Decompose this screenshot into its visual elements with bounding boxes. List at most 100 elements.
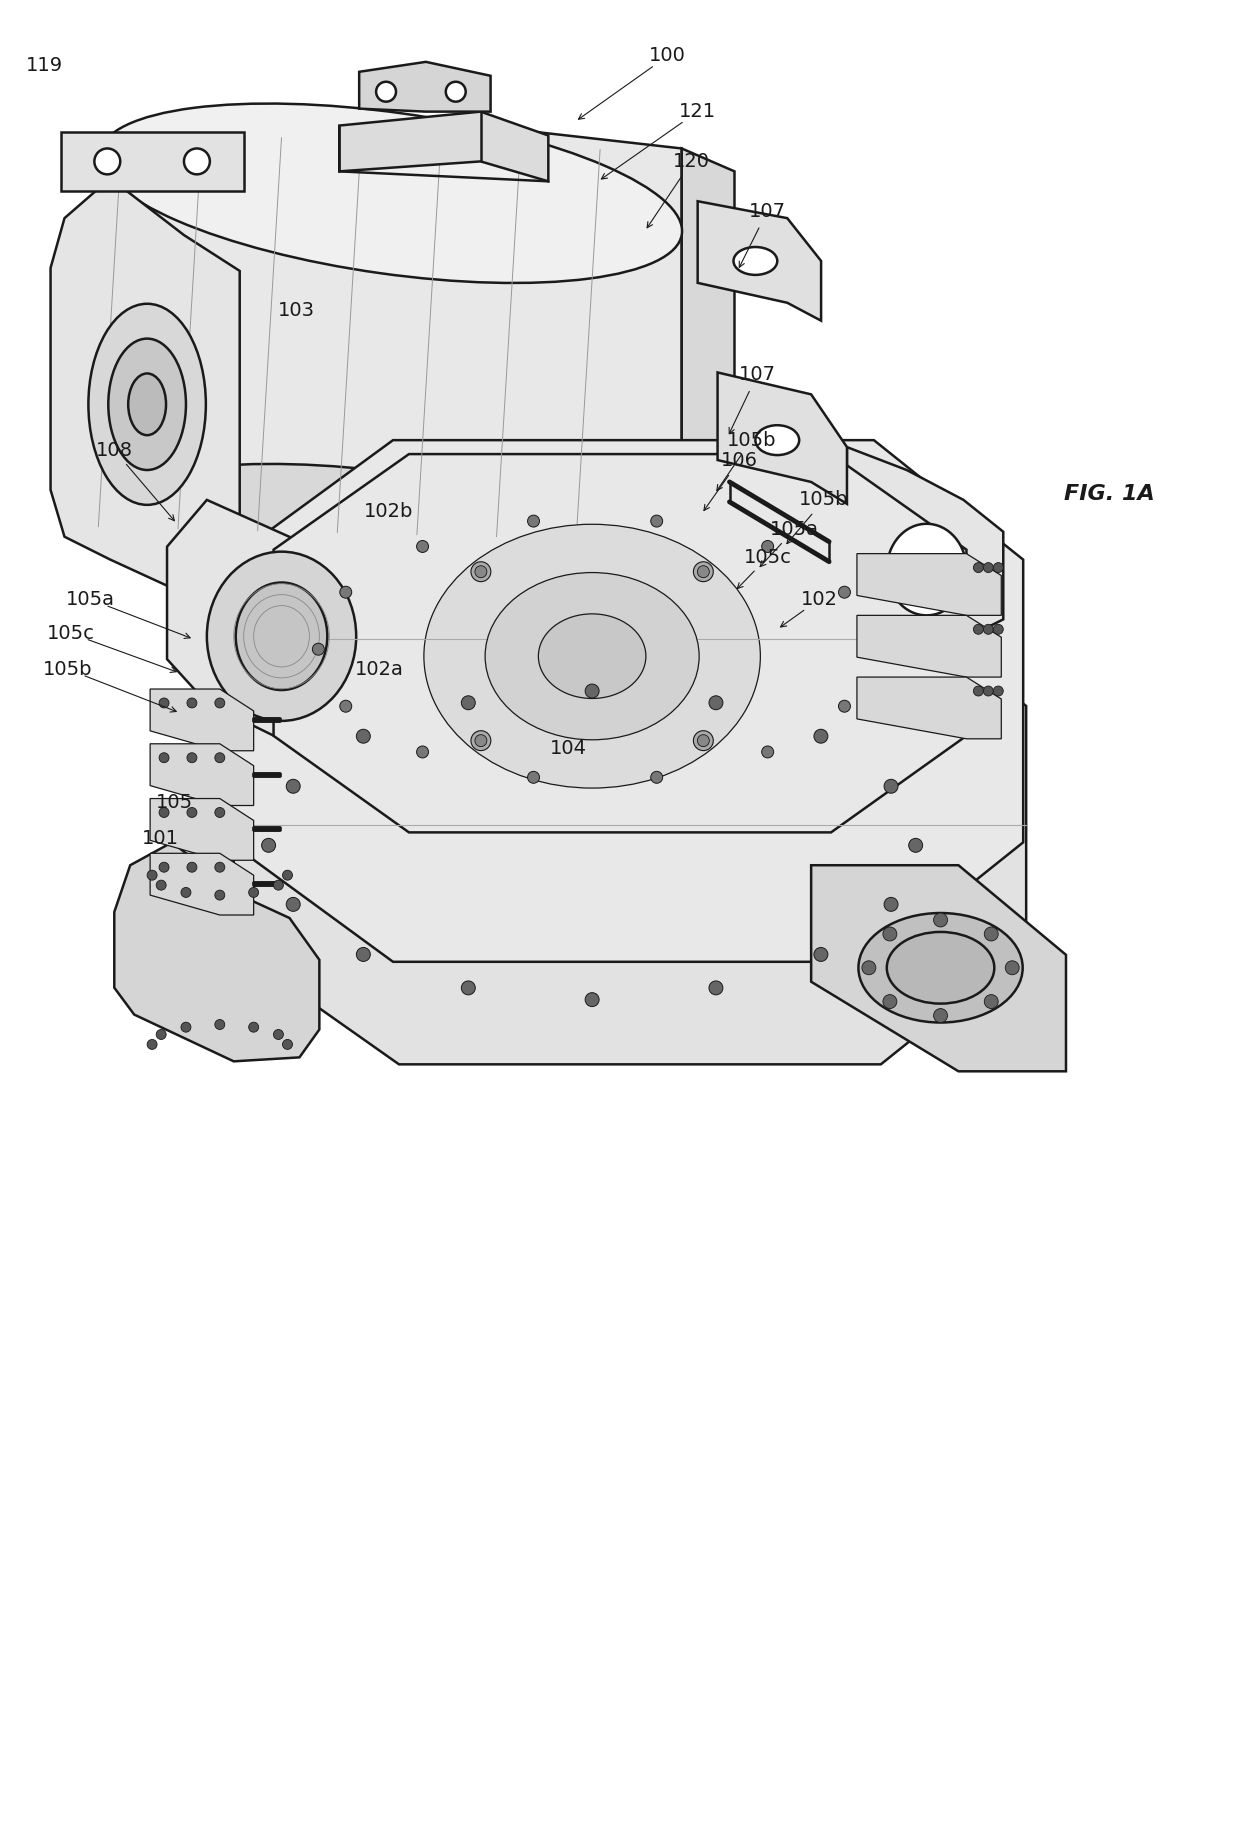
Circle shape bbox=[973, 686, 983, 695]
Circle shape bbox=[909, 839, 923, 851]
Circle shape bbox=[215, 1020, 224, 1029]
Polygon shape bbox=[857, 615, 1001, 677]
Circle shape bbox=[156, 881, 166, 890]
Ellipse shape bbox=[734, 248, 777, 275]
Circle shape bbox=[340, 701, 352, 712]
Circle shape bbox=[471, 562, 491, 582]
Text: 105b: 105b bbox=[727, 431, 776, 450]
Circle shape bbox=[527, 771, 539, 784]
Circle shape bbox=[215, 752, 224, 763]
Ellipse shape bbox=[88, 305, 206, 505]
Text: 105c: 105c bbox=[744, 549, 791, 567]
Polygon shape bbox=[110, 116, 682, 563]
Text: 105: 105 bbox=[155, 793, 192, 813]
Polygon shape bbox=[340, 112, 548, 182]
Circle shape bbox=[159, 752, 169, 763]
Text: 102a: 102a bbox=[355, 659, 403, 679]
Polygon shape bbox=[274, 453, 966, 833]
Circle shape bbox=[983, 563, 993, 573]
Circle shape bbox=[215, 862, 224, 872]
Circle shape bbox=[376, 83, 396, 101]
Circle shape bbox=[973, 624, 983, 635]
Circle shape bbox=[446, 83, 466, 101]
Circle shape bbox=[983, 686, 993, 695]
Circle shape bbox=[283, 870, 293, 881]
Polygon shape bbox=[857, 677, 1001, 740]
Text: 102b: 102b bbox=[365, 503, 414, 521]
Circle shape bbox=[838, 585, 851, 598]
Circle shape bbox=[813, 947, 828, 962]
Circle shape bbox=[215, 697, 224, 708]
Ellipse shape bbox=[207, 552, 356, 721]
Circle shape bbox=[340, 585, 352, 598]
Circle shape bbox=[985, 995, 998, 1009]
Circle shape bbox=[184, 149, 210, 174]
Circle shape bbox=[934, 1009, 947, 1022]
Circle shape bbox=[286, 780, 300, 793]
Polygon shape bbox=[150, 743, 254, 806]
Circle shape bbox=[697, 565, 709, 578]
Polygon shape bbox=[229, 440, 1023, 962]
Ellipse shape bbox=[100, 103, 682, 283]
Text: 121: 121 bbox=[680, 103, 717, 121]
Circle shape bbox=[884, 897, 898, 912]
Circle shape bbox=[475, 734, 487, 747]
Circle shape bbox=[461, 982, 475, 995]
Circle shape bbox=[709, 695, 723, 710]
Polygon shape bbox=[61, 132, 244, 191]
Circle shape bbox=[1006, 962, 1019, 974]
Circle shape bbox=[471, 730, 491, 751]
Circle shape bbox=[215, 807, 224, 817]
Text: 105b: 105b bbox=[800, 490, 849, 510]
Ellipse shape bbox=[485, 573, 699, 740]
Text: 105a: 105a bbox=[66, 589, 115, 609]
Circle shape bbox=[249, 1022, 259, 1031]
Circle shape bbox=[697, 734, 709, 747]
Ellipse shape bbox=[128, 374, 166, 435]
Circle shape bbox=[709, 982, 723, 995]
Text: 102: 102 bbox=[801, 589, 837, 609]
Circle shape bbox=[356, 947, 371, 962]
Text: 105b: 105b bbox=[42, 659, 92, 679]
Circle shape bbox=[417, 747, 429, 758]
Circle shape bbox=[813, 728, 828, 743]
Circle shape bbox=[286, 897, 300, 912]
Circle shape bbox=[866, 644, 878, 655]
Circle shape bbox=[693, 562, 713, 582]
Circle shape bbox=[283, 1039, 293, 1050]
Polygon shape bbox=[233, 593, 1027, 1064]
Ellipse shape bbox=[424, 525, 760, 787]
Circle shape bbox=[838, 701, 851, 712]
Circle shape bbox=[973, 563, 983, 573]
Polygon shape bbox=[360, 62, 491, 112]
Circle shape bbox=[159, 862, 169, 872]
Circle shape bbox=[274, 1029, 284, 1039]
Circle shape bbox=[181, 1022, 191, 1031]
Ellipse shape bbox=[887, 932, 994, 1004]
Ellipse shape bbox=[887, 523, 966, 615]
Circle shape bbox=[148, 870, 157, 881]
Polygon shape bbox=[150, 688, 254, 751]
Circle shape bbox=[985, 927, 998, 941]
Text: 120: 120 bbox=[673, 152, 711, 171]
Circle shape bbox=[934, 914, 947, 927]
Circle shape bbox=[475, 565, 487, 578]
Text: 105a: 105a bbox=[770, 521, 818, 539]
Circle shape bbox=[993, 624, 1003, 635]
Polygon shape bbox=[698, 202, 821, 321]
Text: 103: 103 bbox=[278, 301, 315, 321]
Circle shape bbox=[651, 771, 662, 784]
Circle shape bbox=[862, 962, 875, 974]
Ellipse shape bbox=[102, 464, 684, 644]
Circle shape bbox=[156, 1029, 166, 1039]
Text: 105c: 105c bbox=[47, 624, 94, 642]
Circle shape bbox=[585, 993, 599, 1007]
Circle shape bbox=[417, 541, 429, 552]
Text: 107: 107 bbox=[749, 202, 786, 220]
Circle shape bbox=[883, 927, 897, 941]
Circle shape bbox=[993, 563, 1003, 573]
Circle shape bbox=[356, 728, 371, 743]
Circle shape bbox=[883, 995, 897, 1009]
Circle shape bbox=[94, 149, 120, 174]
Circle shape bbox=[761, 747, 774, 758]
